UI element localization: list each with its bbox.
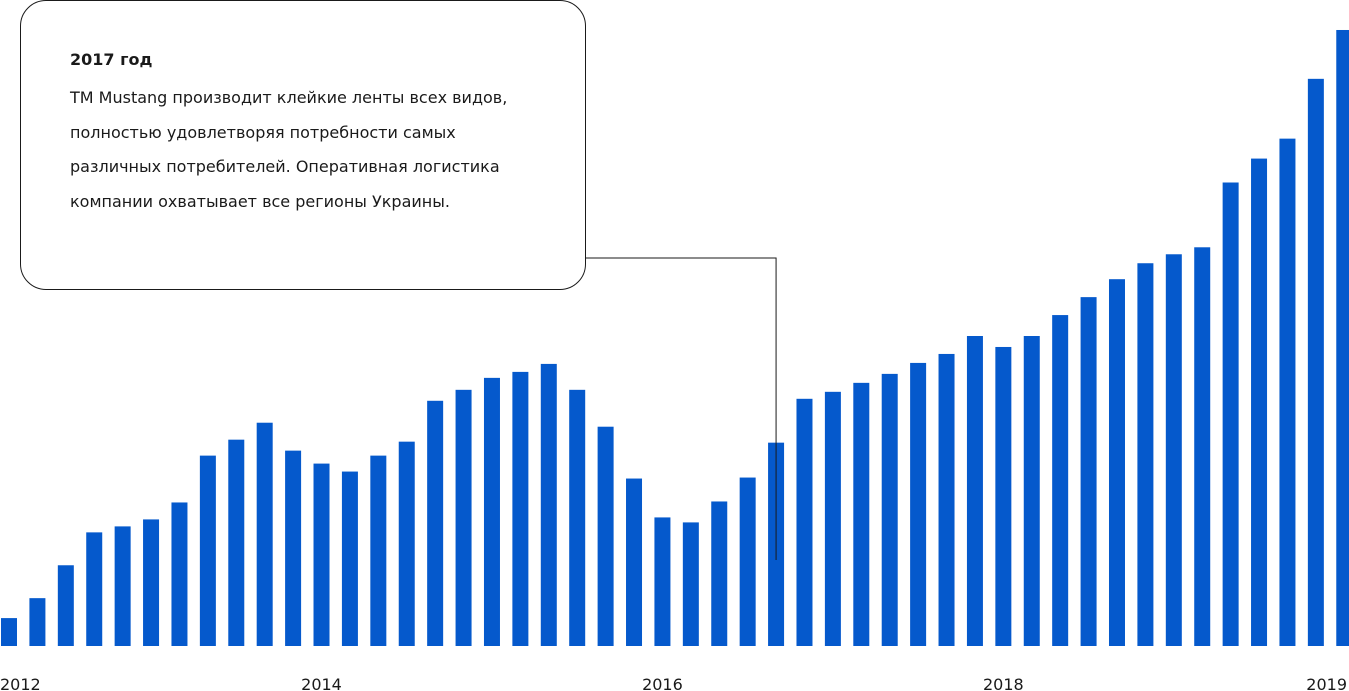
x-axis-tick-labels: 2012 2014 2016 2018 2019	[0, 675, 1347, 691]
bar	[455, 389, 472, 646]
bar	[57, 565, 74, 646]
callout-connector-line	[586, 257, 777, 560]
bar	[1080, 297, 1097, 646]
bar	[597, 426, 614, 646]
bar	[114, 526, 131, 646]
bar	[654, 517, 671, 646]
bar	[1222, 182, 1239, 646]
bar	[171, 502, 188, 646]
bar	[341, 471, 358, 646]
bar	[1023, 336, 1040, 646]
bar	[1336, 29, 1349, 647]
bar	[540, 363, 557, 646]
bar	[285, 450, 302, 646]
bar	[938, 353, 955, 646]
bar	[483, 377, 500, 646]
bar	[995, 346, 1012, 646]
bar	[199, 455, 216, 646]
bar	[1194, 247, 1211, 647]
bar	[569, 389, 586, 646]
callout-title: 2017 год	[70, 50, 153, 69]
bar	[626, 478, 643, 646]
bar	[1137, 263, 1154, 646]
bar	[881, 373, 898, 646]
bar	[427, 400, 444, 646]
bar	[313, 463, 330, 646]
bar	[512, 371, 529, 646]
callout-body: ТМ Mustang производит клейкие ленты всех…	[70, 88, 508, 211]
x-tick-label: 2018	[983, 675, 1024, 691]
bar	[1165, 254, 1182, 646]
bar	[1279, 138, 1296, 646]
bar	[29, 598, 46, 646]
callout-box: 2017 год ТМ Mustang производит клейкие л…	[20, 0, 586, 290]
bars-group	[1, 29, 1349, 647]
bar	[228, 439, 245, 646]
bar	[1, 618, 17, 646]
x-tick-label: 2019	[1306, 675, 1347, 691]
bar	[711, 501, 728, 646]
x-tick-label: 2014	[301, 675, 342, 691]
bar	[853, 382, 870, 646]
bar	[966, 336, 983, 646]
bar	[256, 422, 273, 646]
bar	[682, 522, 699, 646]
bar	[143, 519, 160, 646]
bar	[1108, 279, 1125, 646]
bar	[1052, 315, 1069, 646]
bar	[796, 398, 813, 646]
bar	[370, 455, 387, 646]
bar	[824, 391, 841, 646]
bar	[1307, 78, 1324, 647]
x-tick-label: 2012	[0, 675, 41, 691]
bar	[910, 362, 927, 646]
bar	[739, 477, 756, 646]
bar	[398, 441, 415, 646]
bar	[86, 532, 103, 646]
bar	[1251, 158, 1268, 646]
x-tick-label: 2016	[642, 675, 683, 691]
